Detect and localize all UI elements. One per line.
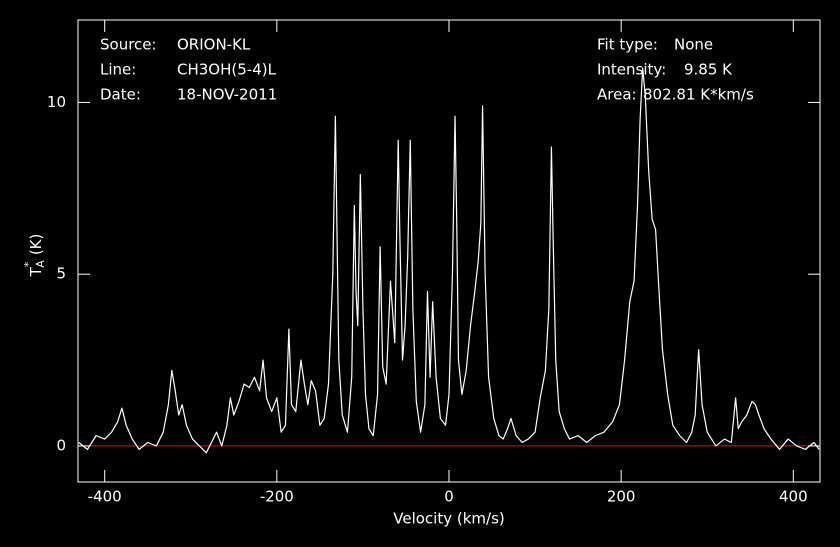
y-label-main: T xyxy=(27,266,45,277)
annotation-value: 9.85 K xyxy=(684,61,733,79)
x-tick-label: -200 xyxy=(260,488,294,506)
annotation-label: Line: xyxy=(100,61,136,79)
y-label-unit: (K) xyxy=(27,234,45,256)
y-tick-label: 10 xyxy=(47,93,66,111)
annotation-label: Source: xyxy=(100,36,157,54)
x-tick-label: 0 xyxy=(444,488,454,506)
annotation-value: 18-NOV-2011 xyxy=(177,86,277,104)
annotation-label: Fit type: xyxy=(597,36,658,54)
annotation-value: ORION-KL xyxy=(177,36,251,54)
annotation-value: None xyxy=(674,36,713,54)
y-axis-label: T*A (K) xyxy=(22,234,47,278)
x-tick-label: 400 xyxy=(779,488,808,506)
x-axis-label: Velocity (km/s) xyxy=(393,510,504,528)
y-tick-label: 5 xyxy=(56,265,66,283)
y-label-sup: * xyxy=(22,261,35,267)
y-label-sub: A xyxy=(34,260,47,268)
annotation-value: 802.81 K*km/s xyxy=(643,86,754,104)
y-tick-label: 0 xyxy=(56,436,66,454)
annotation-label: Area: xyxy=(597,86,637,104)
x-tick-label: -400 xyxy=(88,488,122,506)
annotation-label: Date: xyxy=(100,86,141,104)
spectrum-line xyxy=(78,67,820,454)
annotation-label: Intensity: xyxy=(597,61,666,79)
x-tick-label: 200 xyxy=(607,488,636,506)
annotation-value: CH3OH(5-4)L xyxy=(177,61,277,79)
